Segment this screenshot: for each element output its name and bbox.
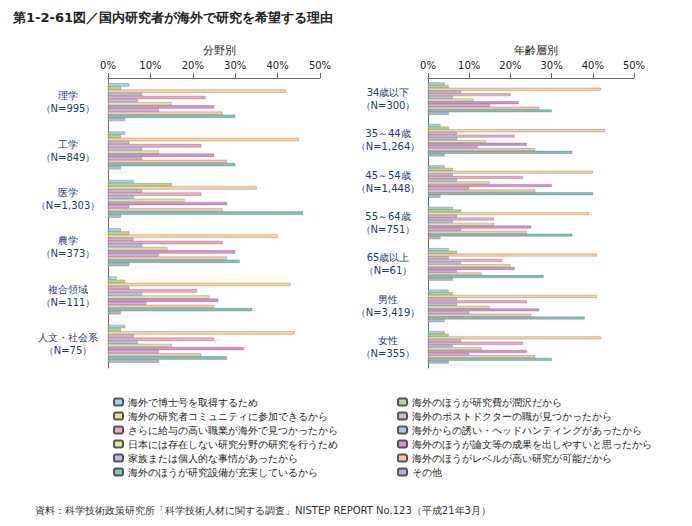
svg-text:（N=300）: （N=300） — [361, 100, 416, 111]
svg-text:50%: 50% — [309, 60, 331, 71]
svg-text:20%: 20% — [499, 60, 521, 71]
svg-text:日本には存在しない研究分野の研究を行うため: 日本には存在しない研究分野の研究を行うため — [128, 439, 338, 450]
svg-text:（N=1,448）: （N=1,448） — [356, 183, 421, 194]
svg-text:0%: 0% — [420, 60, 436, 71]
svg-text:40%: 40% — [266, 60, 288, 71]
svg-text:35～44歳: 35～44歳 — [365, 128, 410, 139]
svg-text:海外のほうが研究費が潤沢だから: 海外のほうが研究費が潤沢だから — [412, 397, 562, 408]
svg-text:（N=849）: （N=849） — [41, 152, 96, 163]
svg-text:年齢層別: 年齢層別 — [514, 44, 558, 57]
svg-text:30%: 30% — [224, 60, 246, 71]
svg-text:家族または個人的な事情があったから: 家族または個人的な事情があったから — [128, 453, 298, 464]
svg-text:海外のほうが論文等の成果を出しやすいと思ったから: 海外のほうが論文等の成果を出しやすいと思ったから — [412, 439, 652, 450]
svg-text:30%: 30% — [540, 60, 562, 71]
svg-text:海外のほうが研究設備が充実しているから: 海外のほうが研究設備が充実しているから — [128, 467, 318, 478]
svg-text:人文・社会系: 人文・社会系 — [38, 332, 98, 343]
svg-text:（N=373）: （N=373） — [41, 248, 96, 259]
svg-text:医学: 医学 — [58, 187, 78, 198]
svg-text:海外のほうがレベルが高い研究が可能だから: 海外のほうがレベルが高い研究が可能だから — [412, 453, 612, 464]
svg-text:農学: 農学 — [58, 235, 78, 246]
svg-text:0%: 0% — [100, 60, 116, 71]
svg-text:海外の研究者コミュニティに参加できるから: 海外の研究者コミュニティに参加できるから — [128, 411, 328, 422]
svg-text:20%: 20% — [182, 60, 204, 71]
svg-text:（N=3,419）: （N=3,419） — [356, 307, 421, 318]
svg-text:（N=61）: （N=61） — [364, 265, 413, 276]
svg-text:45～54歳: 45～54歳 — [365, 170, 410, 181]
svg-text:（N=995）: （N=995） — [41, 103, 96, 114]
svg-text:資料：科学技術政策研究所「科学技術人材に関する調査」NIST: 資料：科学技術政策研究所「科学技術人材に関する調査」NISTEP REPORT … — [35, 505, 491, 516]
svg-text:海外のポストドクターの職が見つかったから: 海外のポストドクターの職が見つかったから — [412, 411, 612, 422]
svg-text:理学: 理学 — [58, 90, 78, 101]
svg-text:第1-2-61図／国内研究者が海外で研究を希望する理由: 第1-2-61図／国内研究者が海外で研究を希望する理由 — [12, 10, 333, 25]
svg-text:（N=75）: （N=75） — [44, 345, 93, 356]
svg-text:（N=751）: （N=751） — [361, 224, 416, 235]
svg-text:10%: 10% — [458, 60, 480, 71]
svg-text:さらに給与の高い職業が海外で見つかったから: さらに給与の高い職業が海外で見つかったから — [128, 425, 338, 436]
svg-text:（N=1,303）: （N=1,303） — [36, 200, 101, 211]
svg-text:海外で博士号を取得するため: 海外で博士号を取得するため — [128, 397, 258, 408]
svg-text:その他: その他 — [412, 467, 442, 478]
svg-text:工学: 工学 — [58, 139, 78, 150]
svg-text:海外からの誘い・ヘッドハンティングがあったから: 海外からの誘い・ヘッドハンティングがあったから — [412, 425, 642, 436]
svg-text:10%: 10% — [139, 60, 161, 71]
svg-text:50%: 50% — [623, 60, 645, 71]
svg-text:40%: 40% — [582, 60, 604, 71]
svg-text:複合領域: 複合領域 — [48, 284, 88, 295]
svg-text:女性: 女性 — [378, 335, 398, 346]
svg-text:（N=355）: （N=355） — [361, 348, 416, 359]
svg-text:55～64歳: 55～64歳 — [365, 211, 410, 222]
svg-text:分野別: 分野別 — [203, 44, 236, 57]
svg-text:（N=1,264）: （N=1,264） — [356, 141, 421, 152]
svg-text:（N=111）: （N=111） — [41, 297, 96, 308]
svg-text:34歳以下: 34歳以下 — [367, 87, 410, 98]
svg-text:男性: 男性 — [378, 294, 398, 305]
svg-text:65歳以上: 65歳以上 — [367, 252, 410, 263]
